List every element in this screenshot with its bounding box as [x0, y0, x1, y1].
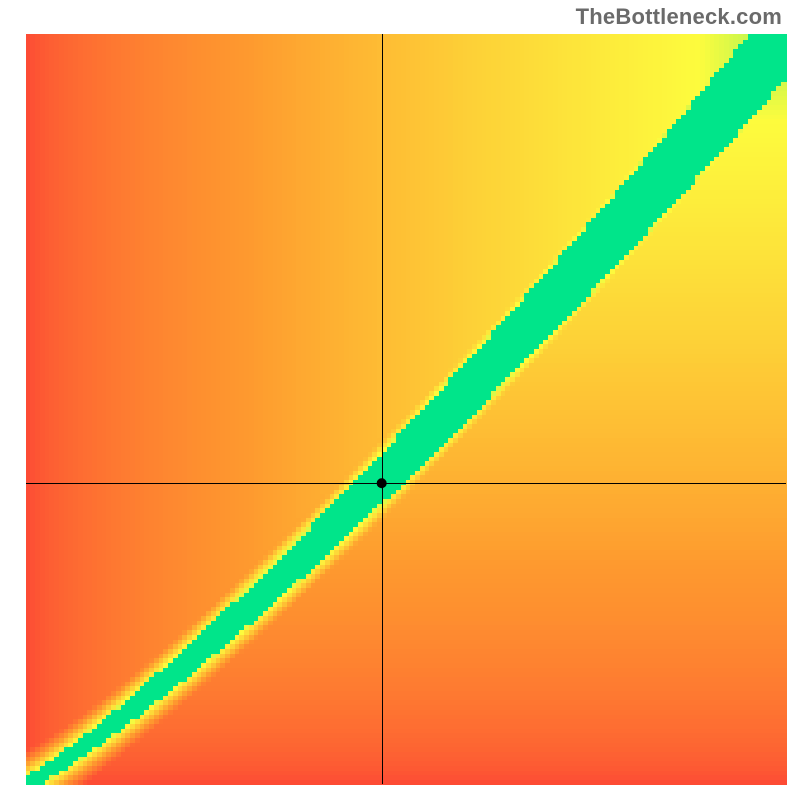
attribution-text: TheBottleneck.com: [576, 4, 782, 30]
bottleneck-heatmap: [0, 0, 800, 800]
